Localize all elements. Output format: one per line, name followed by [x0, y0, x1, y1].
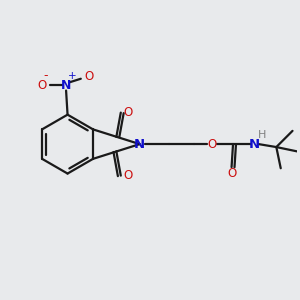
- Text: N: N: [134, 138, 145, 151]
- Text: O: O: [227, 167, 236, 180]
- Text: -: -: [44, 69, 48, 82]
- Text: O: O: [84, 70, 93, 83]
- Text: H: H: [257, 130, 266, 140]
- Text: O: O: [123, 169, 132, 182]
- Text: O: O: [123, 106, 132, 119]
- Text: +: +: [68, 71, 77, 81]
- Text: O: O: [208, 138, 217, 151]
- Text: N: N: [249, 138, 260, 151]
- Text: N: N: [61, 79, 71, 92]
- Text: O: O: [37, 79, 46, 92]
